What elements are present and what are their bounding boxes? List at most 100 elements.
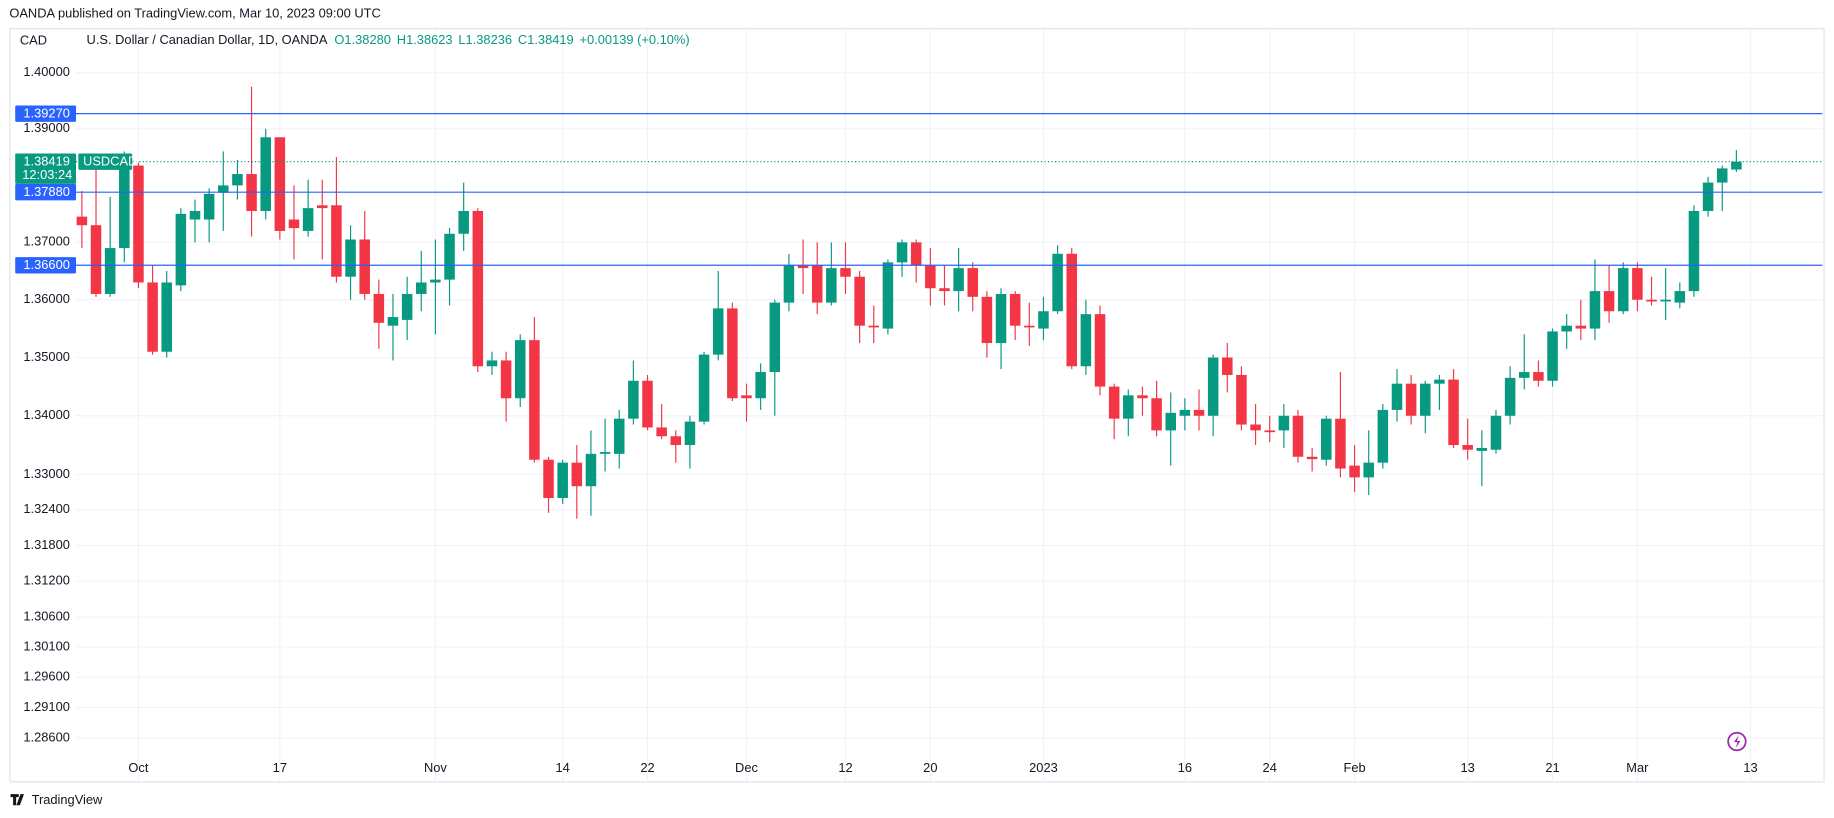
- candle-body: [1137, 395, 1148, 399]
- y-tick-label: 1.29600: [23, 669, 69, 684]
- x-tick-label: 21: [1545, 760, 1559, 775]
- candle-body: [1391, 383, 1403, 410]
- candle-body: [953, 268, 964, 292]
- x-tick-label: Nov: [424, 760, 447, 775]
- candle-body: [1448, 379, 1459, 446]
- candle-body: [1222, 357, 1233, 375]
- candle-body: [345, 239, 356, 277]
- symbol-label: USDCAD: [83, 154, 137, 169]
- candle-body: [981, 296, 993, 344]
- symbol-box: [78, 153, 133, 170]
- candle-body: [203, 193, 215, 220]
- candle-body: [1377, 409, 1389, 463]
- candle-body: [415, 282, 427, 294]
- x-tick-label: 22: [640, 760, 654, 775]
- candle-body: [1108, 386, 1120, 419]
- candle-body: [840, 268, 851, 277]
- candle-body: [1335, 418, 1346, 469]
- candle-body: [430, 279, 441, 283]
- candle-body: [670, 436, 682, 446]
- candle-body: [712, 308, 724, 355]
- y-tick-label: 1.39000: [23, 120, 69, 135]
- brand-logo: TradingView: [10, 792, 103, 807]
- candle-body: [1292, 415, 1304, 457]
- x-tick-label: 2023: [1029, 760, 1058, 775]
- candle-body: [161, 282, 172, 352]
- candle-body: [1250, 424, 1261, 431]
- candle-body: [1123, 395, 1134, 419]
- candle-body: [189, 210, 201, 220]
- candle-body: [76, 216, 88, 226]
- x-tick-label: Feb: [1343, 760, 1365, 775]
- x-tick-label: 13: [1461, 760, 1475, 775]
- candle-body: [1052, 253, 1063, 312]
- candle-body: [868, 325, 880, 328]
- candle-body: [755, 372, 766, 399]
- snapshot-icon[interactable]: [1727, 731, 1747, 752]
- candle-body: [896, 242, 908, 263]
- candle-body: [458, 210, 469, 234]
- candle-body: [1193, 409, 1205, 416]
- candle-body: [274, 137, 286, 231]
- candle-body: [90, 225, 102, 294]
- y-tick-label: 1.34000: [23, 407, 69, 422]
- price-label: 1.37880: [23, 184, 69, 199]
- candle-body: [854, 276, 865, 326]
- candle-body: [1504, 377, 1516, 416]
- price-label: 1.39270: [23, 106, 69, 121]
- publish-header: OANDA published on TradingView.com, Mar …: [9, 5, 380, 20]
- x-tick-label: Dec: [735, 760, 758, 775]
- y-tick-label: 1.30100: [23, 638, 69, 653]
- y-tick-label: 1.37000: [23, 234, 69, 249]
- candle-body: [373, 293, 385, 323]
- candles: [76, 86, 1742, 519]
- x-tick-label: Mar: [1626, 760, 1649, 775]
- candle-body: [260, 137, 271, 211]
- legend-high: H1.38623: [397, 32, 453, 47]
- x-tick-label: 13: [1743, 760, 1757, 775]
- candle-body: [1080, 314, 1092, 367]
- x-tick-label: 24: [1263, 760, 1277, 775]
- candle-body: [585, 453, 597, 487]
- candle-body: [1589, 291, 1601, 329]
- symbol-title: U.S. Dollar / Canadian Dollar, 1D, OANDA: [87, 32, 328, 47]
- x-tick-label: 16: [1178, 760, 1192, 775]
- candle-body: [1321, 418, 1332, 460]
- candle-body: [1009, 293, 1021, 326]
- x-tick-label: 20: [923, 760, 937, 775]
- candle-body: [1476, 447, 1488, 451]
- candle-body: [514, 340, 526, 399]
- candle-body: [1165, 412, 1176, 431]
- candle-body: [783, 265, 795, 303]
- candle-body: [910, 242, 922, 266]
- candle-body: [557, 462, 568, 499]
- candle-body: [1490, 415, 1502, 450]
- candle-body: [1646, 299, 1657, 302]
- candle-body: [444, 233, 455, 280]
- y-tick-label: 1.36000: [23, 291, 69, 306]
- candle-body: [1179, 409, 1191, 416]
- legend-open: O1.38280: [334, 32, 391, 47]
- candle-body: [1306, 456, 1318, 460]
- candle-body: [967, 268, 979, 297]
- candle-body: [925, 265, 936, 289]
- x-tick-label: 17: [273, 760, 287, 775]
- candle-body: [1434, 379, 1445, 384]
- candle-body: [613, 418, 625, 454]
- candle-body: [628, 380, 639, 419]
- candle-body: [1462, 445, 1473, 450]
- y-tick-label: 1.28600: [23, 729, 69, 744]
- candle-body: [104, 248, 116, 294]
- candle-body: [1207, 357, 1219, 416]
- price-label-box: [15, 184, 77, 201]
- countdown: 12:03:24: [22, 167, 72, 182]
- y-tick-label: 1.40000: [23, 64, 69, 79]
- y-tick-label: 1.30600: [23, 608, 69, 623]
- candle-body: [218, 185, 229, 193]
- candle-body: [1603, 291, 1615, 312]
- y-tick-label: 1.32400: [23, 501, 69, 516]
- candle-body: [1561, 325, 1572, 332]
- candle-body: [331, 205, 342, 277]
- candle-body: [1151, 398, 1162, 431]
